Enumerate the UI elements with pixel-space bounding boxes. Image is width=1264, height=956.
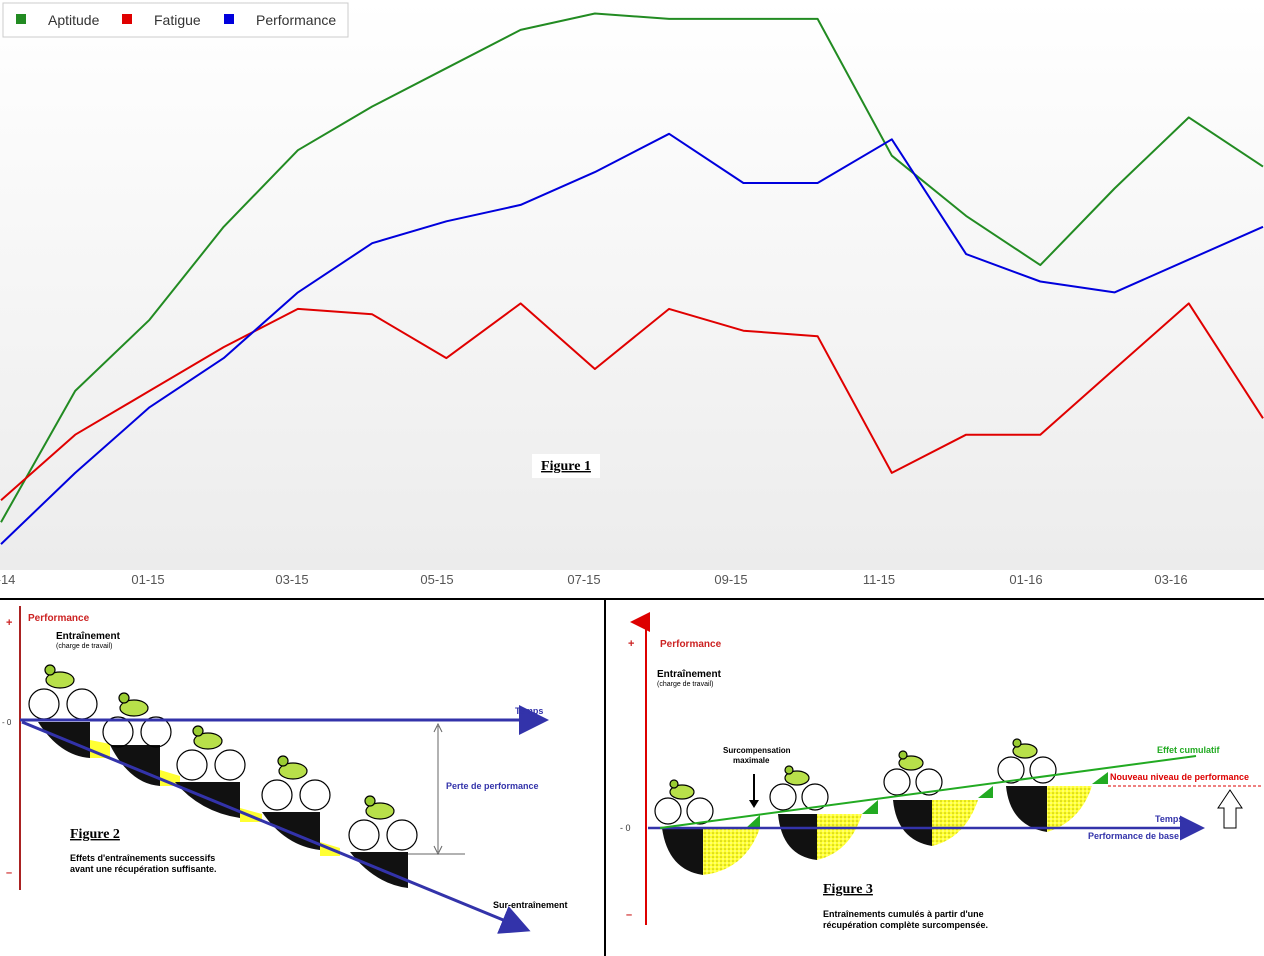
fig2-title: Figure 2 (70, 827, 120, 842)
fig2-y-label: Performance (28, 613, 90, 624)
chart-series-group (0, 12, 1264, 545)
fig3-time-label: Temps (1155, 814, 1183, 824)
x-tick-label: 01-16 (1009, 572, 1042, 587)
fig3-base-label: Performance de base (1088, 831, 1179, 841)
fig3-title: Figure 3 (823, 882, 873, 897)
fig3-cumulative-label: Effet cumulatif (1157, 745, 1221, 755)
fig3-supercomp-line1: Surcompensation (723, 746, 791, 755)
series-line-aptitude (0, 12, 1264, 523)
fig3-cyclist-icons (654, 738, 1057, 825)
figure3-diagram: Performance + – - 0 Entraînement (charge… (620, 612, 1262, 930)
x-tick-label: 03-15 (275, 572, 308, 587)
x-tick-label: 07-15 (567, 572, 600, 587)
fig3-cumulative-line (659, 755, 1197, 829)
fig2-plus: + (6, 617, 12, 629)
legend-label-aptitude: Aptitude (48, 12, 100, 28)
fig2-minus: – (6, 867, 12, 879)
legend-swatch-fatigue (122, 14, 132, 24)
x-tick-label: -14 (0, 572, 15, 587)
fig3-caption-line1: Entraînements cumulés à partir d'une (823, 909, 984, 919)
chart-legend: Aptitude Fatigue Performance (2, 2, 349, 38)
legend-box (2, 2, 349, 38)
fig3-waves (662, 772, 1108, 875)
fig2-overtraining-arrow (21, 720, 531, 934)
figure1-title-box: Figure 1 (532, 454, 600, 478)
series-line-fatigue (0, 302, 1264, 502)
figure2-diagram: Performance + – - 0 Entraînement (charge… (2, 606, 568, 934)
fig2-training: Entraînement (56, 631, 121, 642)
fig3-zero: - 0 (620, 823, 631, 833)
fig3-training-sub: (charge de travail) (657, 681, 713, 688)
fig2-loss-label: Perte de performance (446, 781, 539, 791)
fig3-supercomp-line2: maximale (733, 756, 770, 765)
fig3-new-level-label: Nouveau niveau de performance (1110, 772, 1249, 782)
legend-swatch-aptitude (16, 14, 26, 24)
series-line-performance (0, 132, 1264, 545)
fig2-caption-line1: Effets d'entraînements successifs (70, 853, 215, 863)
x-tick-label: 11-15 (863, 572, 895, 587)
figure1-chart: -14 01-15 03-15 05-15 07-15 09-15 11-15 01-16 03… (0, 0, 1264, 587)
figure1-title-bg (532, 454, 600, 478)
fig3-caption-line2: récupération complète surcompensée. (823, 920, 988, 930)
fig2-zero: - 0 (2, 718, 12, 727)
fig2-training-sub: (charge de travail) (56, 643, 112, 650)
x-tick-label: 09-15 (714, 572, 747, 587)
legend-swatch-performance (224, 14, 234, 24)
x-tick-label: 05-15 (420, 572, 453, 587)
fig2-time-label: Temps (515, 706, 543, 716)
fig2-overtraining-label: Sur-entraînement (493, 900, 568, 910)
x-tick-label: 01-15 (131, 572, 164, 587)
chart-background (0, 0, 1264, 570)
fig3-minus: – (626, 909, 632, 921)
fig3-up-arrow-icon (1217, 789, 1243, 829)
fig2-cyclist-icons (28, 664, 418, 851)
fig3-y-label: Performance (660, 639, 722, 650)
fig3-plus: + (628, 638, 634, 650)
x-axis-ticks: -14 01-15 03-15 05-15 07-15 09-15 11-15 01-16 03… (0, 572, 1188, 587)
fig3-training: Entraînement (657, 669, 722, 680)
figure1-title: Figure 1 (541, 459, 591, 474)
x-tick-label: 03-16 (1154, 572, 1187, 587)
fig2-caption-line2: avant une récupération suffisante. (70, 864, 217, 874)
fig3-supercomp-arrow-icon (749, 800, 759, 808)
legend-label-fatigue: Fatigue (154, 12, 201, 28)
legend-label-performance: Performance (256, 12, 336, 28)
